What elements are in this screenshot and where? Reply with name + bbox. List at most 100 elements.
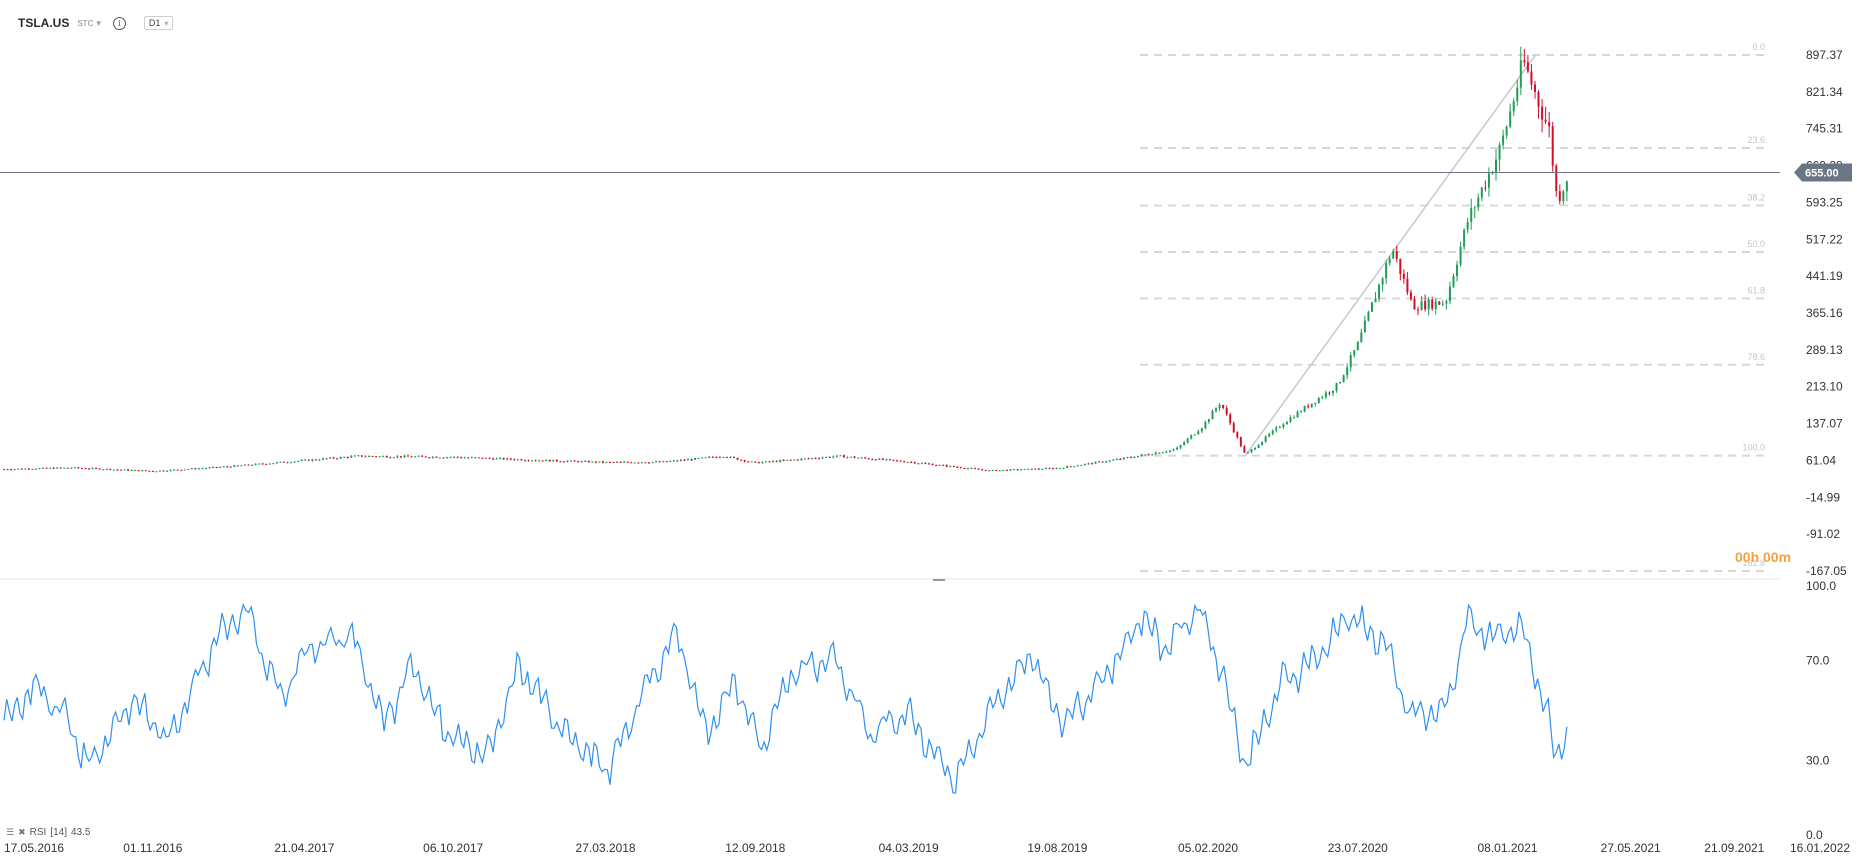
candle-body <box>573 460 576 462</box>
candle-body <box>580 461 583 463</box>
time-axis[interactable]: 17.05.2016 01.11.2016 21.04.2017 06.10.2017… <box>4 841 1850 855</box>
candle-body <box>1101 461 1104 463</box>
candle-body <box>1456 264 1459 277</box>
time-tick-label: 16.01.2022 <box>1790 841 1850 855</box>
time-tick-label: 01.11.2016 <box>123 841 182 855</box>
candle-body <box>1016 469 1019 471</box>
info-icon[interactable]: i <box>112 16 126 30</box>
candle-body <box>1222 404 1225 409</box>
candle-body <box>708 456 711 458</box>
candle-body <box>690 459 693 461</box>
candle-body <box>481 457 484 459</box>
candle-body <box>1402 273 1405 279</box>
candle-body <box>70 467 73 469</box>
candle-body <box>1470 208 1473 222</box>
candle-body <box>1431 299 1434 309</box>
candle-body <box>307 459 310 461</box>
candle-body <box>548 459 551 462</box>
candle-body <box>1144 454 1147 456</box>
chevron-down-icon: ▾ <box>96 17 101 28</box>
candle-body <box>151 470 154 472</box>
candle-body <box>686 459 689 461</box>
price-axis[interactable]: 897.37821.34745.31669.28593.25517.22441.… <box>1806 48 1847 578</box>
candle-body <box>116 469 119 471</box>
candle-body <box>31 469 34 471</box>
candle-body <box>176 469 179 471</box>
candle-body <box>3 469 5 471</box>
candle-body <box>612 462 615 464</box>
rsi-tick-label: 30.0 <box>1806 753 1830 767</box>
candle-body <box>1232 423 1235 433</box>
time-tick-label: 04.03.2019 <box>879 841 939 855</box>
candle-body <box>1165 451 1168 453</box>
candle-body <box>1417 309 1420 311</box>
candle-body <box>63 467 66 469</box>
close-icon[interactable]: ✖ <box>18 827 26 837</box>
candle-body <box>488 457 491 459</box>
candle-body <box>1204 421 1207 429</box>
candle-body <box>1147 454 1150 456</box>
candle-body <box>1548 121 1551 127</box>
candle-body <box>1293 417 1296 419</box>
candle-body <box>942 464 945 466</box>
candle-body <box>314 459 317 461</box>
candle-body <box>49 467 52 469</box>
candle-body <box>655 461 658 463</box>
candle-body <box>1151 454 1154 456</box>
rsi-axis[interactable]: 100.0 70.0 30.0 0.0 <box>1806 579 1836 842</box>
candle-body <box>1487 173 1490 188</box>
candle-body <box>913 462 916 464</box>
candle-body <box>1519 60 1522 88</box>
candle-body <box>1069 466 1072 468</box>
candle-body <box>842 455 845 458</box>
current-price-tag-bg <box>1794 163 1852 182</box>
candle-body <box>470 457 473 459</box>
candle-body <box>562 461 565 463</box>
candle-body <box>1356 342 1359 351</box>
ticker-symbol[interactable]: TSLA.US <box>18 16 70 30</box>
fib-trendline[interactable] <box>1244 54 1537 457</box>
candle-body <box>375 456 378 458</box>
candle-body <box>66 467 69 469</box>
candle-body <box>1105 461 1108 463</box>
candle-body <box>265 463 268 465</box>
candle-body <box>155 471 158 473</box>
candle-body <box>396 456 399 458</box>
candle-body <box>970 468 973 470</box>
candle-body <box>445 457 448 459</box>
candle-body <box>1395 251 1398 259</box>
candle-body <box>651 461 654 463</box>
candle-body <box>867 458 870 460</box>
fibonacci-retracement[interactable]: 0.0 23.6 38.2 50.0 61.8 78.6 100.0 161.8 <box>1140 42 1770 572</box>
candle-body <box>995 469 998 471</box>
candle-body <box>6 469 9 471</box>
candle-body <box>169 469 172 471</box>
time-tick-label: 21.09.2021 <box>1704 841 1764 855</box>
candle-body <box>538 460 541 462</box>
candle-body <box>1268 434 1271 437</box>
timeframe-select[interactable]: D1 ▾ <box>143 16 174 30</box>
candle-body <box>1353 350 1356 356</box>
candle-body <box>1349 355 1352 368</box>
candle-body <box>1211 411 1214 420</box>
candle-body <box>616 461 619 463</box>
candle-body <box>1140 454 1143 456</box>
candle-body <box>414 456 417 458</box>
candle-body <box>77 467 80 469</box>
candle-body <box>1544 119 1547 122</box>
candle-body <box>981 469 984 471</box>
candle-body <box>1314 402 1317 404</box>
candle-body <box>463 457 466 459</box>
candle-body <box>91 468 94 470</box>
rsi-tick-label: 0.0 <box>1806 828 1823 842</box>
candle-body <box>711 456 714 458</box>
price-tick-label: -14.99 <box>1806 490 1840 504</box>
chart-mode-select[interactable]: STC ▾ <box>77 18 101 29</box>
settings-icon[interactable]: ☰ <box>6 827 15 837</box>
candle-body <box>286 462 289 464</box>
candle-body <box>1094 461 1097 464</box>
candle-body <box>1133 457 1136 459</box>
candle-body <box>559 461 562 463</box>
candle-body <box>598 461 601 463</box>
